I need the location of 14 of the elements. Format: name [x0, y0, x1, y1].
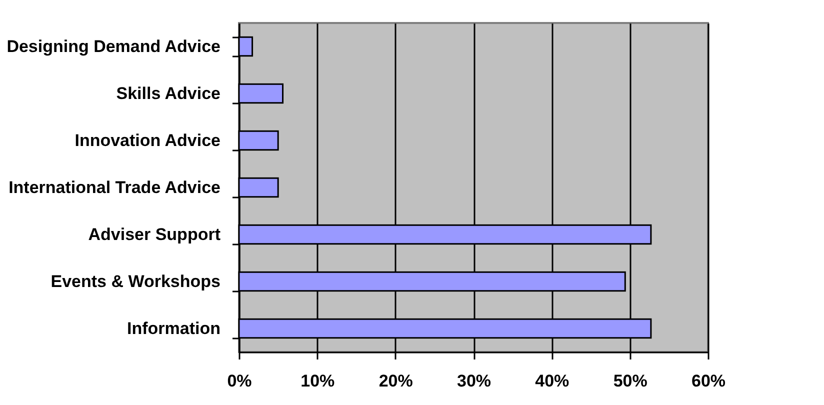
- x-tick-label: 20%: [378, 372, 413, 390]
- x-tick-label: 0%: [227, 372, 252, 390]
- y-tick-label: Adviser Support: [88, 225, 221, 244]
- y-tick-label: Events & Workshops: [50, 272, 220, 291]
- y-tick-label: Skills Advice: [116, 84, 220, 103]
- x-tick-label: 40%: [535, 372, 570, 390]
- x-tick-label: 50%: [613, 372, 648, 390]
- y-tick-label: Designing Demand Advice: [6, 37, 220, 56]
- y-tick-label: Innovation Advice: [74, 131, 220, 150]
- x-tick-label: 30%: [456, 372, 492, 390]
- x-tick-label: 60%: [691, 372, 726, 390]
- y-tick-label: International Trade Advice: [8, 178, 220, 197]
- y-tick-label: Information: [127, 319, 220, 338]
- x-tick-label: 10%: [300, 372, 335, 390]
